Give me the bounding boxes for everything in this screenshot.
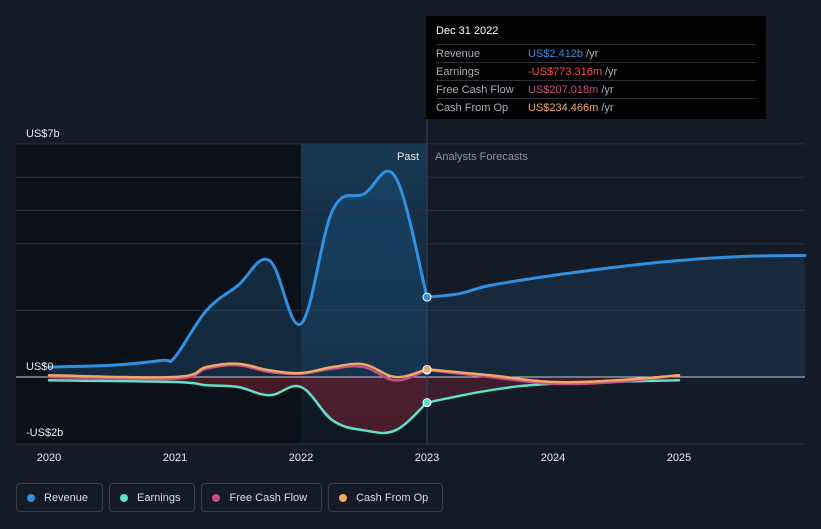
x-tick-label: 2024 (541, 452, 565, 464)
x-tick-label: 2022 (289, 452, 313, 464)
free-cash-flow-forecast-line (425, 368, 681, 386)
revenue-forecast-area (427, 255, 805, 377)
x-tick-label: 2021 (163, 452, 187, 464)
tooltip-value: US$2.412b (528, 47, 584, 60)
tooltip-label: Cash From Op (436, 101, 509, 114)
legend-dot-icon (212, 493, 221, 502)
revenue-forecast-line (425, 254, 807, 299)
cash-from-op-focus-marker (422, 364, 432, 374)
x-tick-label: 2025 (667, 452, 691, 464)
revenue-focus-marker (422, 292, 432, 302)
tooltip-unit: /yr (601, 83, 614, 96)
earnings-forecast-area (427, 377, 679, 403)
y-tick-label: US$7b (26, 128, 60, 140)
tooltip-value: US$234.466m (528, 101, 599, 114)
legend-item-cash-from-op[interactable]: Cash From Op (328, 483, 444, 512)
legend-dot-icon (120, 493, 129, 502)
earnings-focus-marker (422, 398, 432, 408)
tooltip-label: Free Cash Flow (436, 83, 514, 96)
tooltip-unit: /yr (601, 101, 614, 114)
gridlines (16, 143, 805, 445)
legend-item-revenue[interactable]: Revenue (16, 483, 104, 512)
y-tick-label: -US$2b (26, 427, 63, 439)
legend-item-free-cash-flow[interactable]: Free Cash Flow (201, 483, 323, 512)
series-lines (47, 169, 807, 435)
tooltip-label: Earnings (436, 65, 480, 78)
cash-from-op-forecast-line (425, 368, 681, 384)
revenue-past-line (47, 169, 429, 369)
tooltip-date: Dec 31 2022 (436, 25, 499, 37)
past-label: Past (397, 151, 419, 163)
axis-labels: US$7b US$0 -US$2b 2020 2021 2022 2023 20… (26, 128, 691, 464)
revenue-past-area (49, 171, 427, 377)
cash-from-op-past-line (47, 362, 429, 379)
x-tick-label: 2023 (415, 452, 439, 464)
legend-label: Free Cash Flow (229, 491, 308, 504)
earnings-past-line (47, 379, 429, 435)
tooltip-row-revenue: Revenue US$2.412b /yr (436, 44, 756, 62)
tooltip-row-cash-from-op: Cash From Op US$234.466m /yr (436, 98, 756, 116)
legend-dot-icon (339, 493, 348, 502)
legend-item-earnings[interactable]: Earnings (109, 483, 196, 512)
legend-label: Earnings (137, 491, 181, 504)
tooltip-unit: /yr (586, 47, 599, 60)
legend-dot-icon (27, 493, 35, 502)
tooltip-unit: /yr (605, 65, 618, 78)
tooltip-value: US$207.018m (528, 83, 599, 96)
tooltip-value: -US$773.316m (528, 65, 602, 78)
tooltip-row-earnings: Earnings -US$773.316m /yr (436, 62, 756, 80)
forecast-label: Analysts Forecasts (435, 151, 528, 163)
tooltip-row-free-cash-flow: Free Cash Flow US$207.018m /yr (436, 80, 756, 98)
legend: Revenue Earnings Free Cash Flow Cash Fro… (16, 483, 444, 512)
focus-markers (422, 292, 432, 408)
legend-label: Revenue (44, 491, 89, 504)
y-tick-label: US$0 (26, 361, 54, 373)
legend-label: Cash From Op (356, 491, 429, 504)
free-cash-flow-past-line (47, 363, 429, 382)
tooltip-label: Revenue (436, 47, 481, 60)
tooltip: Dec 31 2022 Revenue US$2.412b /yr Earnin… (426, 16, 766, 119)
x-tick-label: 2020 (37, 452, 61, 464)
